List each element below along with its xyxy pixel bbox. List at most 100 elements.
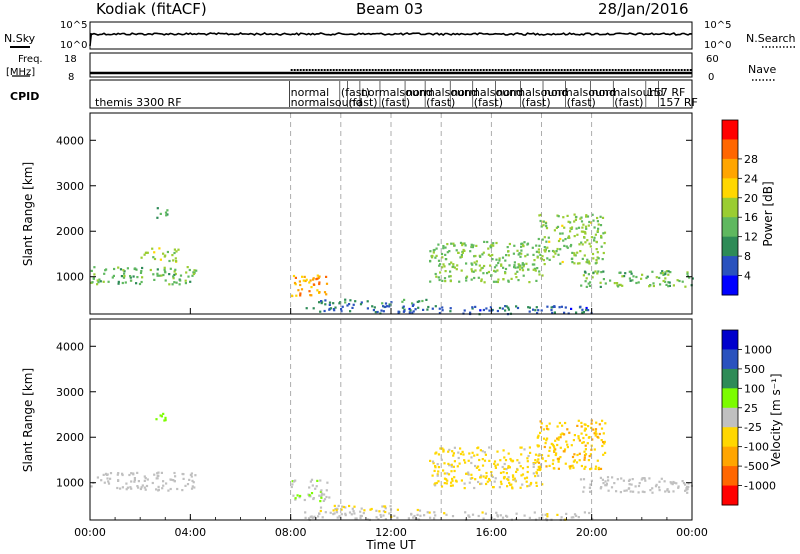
data-cell bbox=[583, 458, 586, 461]
data-cell bbox=[149, 268, 152, 272]
data-cell bbox=[109, 472, 113, 475]
data-cell bbox=[144, 477, 147, 480]
data-cell bbox=[511, 486, 514, 489]
data-cell bbox=[186, 483, 190, 486]
data-cell bbox=[463, 482, 466, 485]
data-cell bbox=[607, 479, 610, 482]
velocity-panel: 1000 2000 3000 4000 Slant Range [km] 1000 50… bbox=[21, 318, 783, 522]
data-cell bbox=[569, 465, 572, 468]
data-cell bbox=[175, 260, 178, 263]
data-cell bbox=[482, 272, 485, 275]
data-cell bbox=[552, 459, 555, 462]
data-cell bbox=[447, 462, 450, 465]
data-cell bbox=[407, 517, 410, 520]
data-cell bbox=[557, 215, 560, 218]
data-cell bbox=[578, 262, 581, 265]
data-cell bbox=[129, 276, 132, 279]
data-cell bbox=[570, 307, 573, 310]
data-cell bbox=[577, 435, 580, 438]
data-cell bbox=[378, 510, 381, 513]
data-cell bbox=[664, 271, 667, 274]
data-cell bbox=[314, 487, 317, 490]
data-cell bbox=[471, 476, 474, 480]
data-cell bbox=[602, 432, 605, 435]
data-cell bbox=[521, 263, 524, 266]
data-cell bbox=[552, 444, 555, 447]
data-cell bbox=[344, 301, 347, 304]
data-cell bbox=[193, 269, 196, 272]
data-cell bbox=[480, 267, 483, 270]
nsky-trace-line bbox=[89, 32, 693, 47]
data-cell bbox=[117, 266, 120, 269]
data-cell bbox=[603, 440, 606, 443]
data-cell bbox=[172, 275, 175, 278]
cpid-text: 157 RF bbox=[659, 96, 697, 109]
data-cell bbox=[536, 312, 539, 315]
data-cell bbox=[601, 419, 604, 422]
data-cell bbox=[384, 510, 387, 514]
data-cell bbox=[590, 221, 593, 224]
data-cell bbox=[332, 302, 335, 305]
data-cell bbox=[401, 300, 404, 303]
data-cell bbox=[569, 227, 572, 230]
data-cell bbox=[481, 464, 485, 467]
data-cell bbox=[584, 423, 587, 426]
data-cell bbox=[376, 310, 379, 314]
data-cell bbox=[534, 453, 538, 456]
data-cell bbox=[320, 492, 324, 495]
data-cell bbox=[581, 243, 584, 246]
data-cell bbox=[172, 259, 175, 262]
data-cell bbox=[437, 453, 440, 456]
colorbar-segment bbox=[722, 446, 738, 467]
data-cell bbox=[581, 226, 584, 229]
data-cell bbox=[495, 264, 498, 267]
data-cell bbox=[538, 468, 541, 472]
data-cell bbox=[444, 246, 447, 249]
data-cell bbox=[638, 482, 641, 485]
data-cell bbox=[580, 421, 583, 424]
data-cell bbox=[542, 224, 545, 227]
data-cell bbox=[187, 275, 190, 278]
data-cell bbox=[548, 250, 551, 253]
colorbar-tick-label: 12 bbox=[744, 231, 758, 244]
data-cell bbox=[589, 281, 592, 284]
data-cell bbox=[658, 276, 661, 279]
data-cell bbox=[591, 276, 594, 279]
data-cell bbox=[623, 489, 626, 492]
data-cell bbox=[418, 300, 421, 303]
data-cell bbox=[451, 477, 454, 480]
data-cell bbox=[669, 481, 672, 484]
data-cell bbox=[152, 273, 155, 276]
colorbar-segment bbox=[722, 407, 738, 428]
data-cell bbox=[635, 281, 638, 285]
data-cell bbox=[107, 480, 110, 483]
data-cell bbox=[581, 311, 584, 314]
data-cell bbox=[503, 477, 506, 480]
data-cell bbox=[123, 272, 126, 275]
data-cell bbox=[298, 496, 301, 499]
data-cell bbox=[520, 252, 523, 255]
data-cell bbox=[111, 276, 114, 279]
data-cell bbox=[174, 272, 177, 276]
data-cell bbox=[664, 277, 667, 280]
data-cell bbox=[379, 513, 382, 517]
data-cell bbox=[319, 506, 323, 509]
cpid-text: 157 RF bbox=[647, 86, 685, 99]
data-cell bbox=[484, 512, 487, 515]
data-cell bbox=[481, 450, 484, 453]
data-cell bbox=[431, 254, 434, 257]
data-cell bbox=[550, 306, 553, 309]
data-cell bbox=[472, 270, 475, 273]
xtick-label: 04:00 bbox=[174, 526, 206, 539]
data-cell bbox=[336, 516, 339, 519]
data-cell bbox=[550, 309, 553, 312]
data-cell bbox=[571, 251, 574, 254]
data-cell bbox=[521, 242, 524, 245]
data-cell bbox=[574, 218, 577, 221]
data-cell bbox=[497, 278, 500, 281]
colorbar-tick-label: 8 bbox=[744, 250, 751, 263]
data-cell bbox=[469, 311, 472, 314]
data-cell bbox=[581, 257, 584, 260]
data-cell bbox=[526, 485, 529, 488]
cpid-text: themis 3300 RF bbox=[95, 96, 182, 109]
